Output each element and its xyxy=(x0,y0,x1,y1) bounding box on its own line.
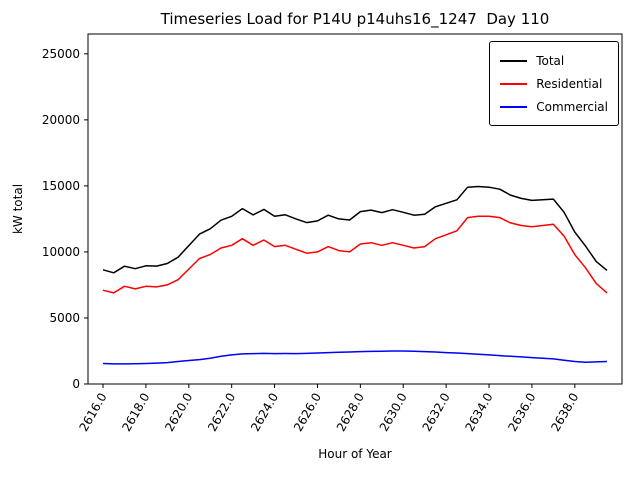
y-tick-label: 15000 xyxy=(42,179,80,193)
legend-item-residential: Residential xyxy=(500,72,608,95)
x-tick-label: 2626.0 xyxy=(291,391,324,434)
x-tick-label: 2628.0 xyxy=(334,391,367,434)
legend-line-sample-commercial xyxy=(500,105,528,108)
x-tick-label: 2618.0 xyxy=(119,391,152,434)
x-tick-label: 2634.0 xyxy=(463,391,496,434)
y-tick-label: 5000 xyxy=(49,311,80,325)
series-line-residential xyxy=(102,215,608,294)
legend-item-commercial: Commercial xyxy=(500,95,608,118)
legend-item-total: Total xyxy=(500,49,608,72)
legend-line-sample-total xyxy=(500,59,528,62)
series-line-commercial xyxy=(102,350,608,365)
y-axis-label: kW total xyxy=(11,183,25,235)
y-tick-label: 25000 xyxy=(42,47,80,61)
series-line-total xyxy=(102,185,608,274)
y-tick-label: 20000 xyxy=(42,113,80,127)
x-tick-label: 2616.0 xyxy=(76,391,109,434)
x-tick-label: 2632.0 xyxy=(420,391,453,434)
x-tick-label: 2638.0 xyxy=(548,391,581,434)
x-tick-label: 2630.0 xyxy=(377,391,410,434)
y-tick-label: 0 xyxy=(72,377,80,391)
x-tick-label: 2620.0 xyxy=(162,391,195,434)
legend-label-commercial: Commercial xyxy=(536,99,608,114)
x-tick-label: 2636.0 xyxy=(505,391,538,434)
x-axis-label: Hour of Year xyxy=(318,447,392,461)
x-tick-label: 2624.0 xyxy=(248,391,281,434)
legend-line-sample-residential xyxy=(500,82,528,85)
y-tick-label: 10000 xyxy=(42,245,80,259)
chart-title: Timeseries Load for P14U p14uhs16_1247 D… xyxy=(160,10,550,28)
legend-label-residential: Residential xyxy=(536,76,603,91)
x-tick-label: 2622.0 xyxy=(205,391,238,434)
legend-box: Total Residential Commercial xyxy=(489,41,619,126)
legend-label-total: Total xyxy=(536,53,565,68)
axes-frame xyxy=(87,33,623,385)
